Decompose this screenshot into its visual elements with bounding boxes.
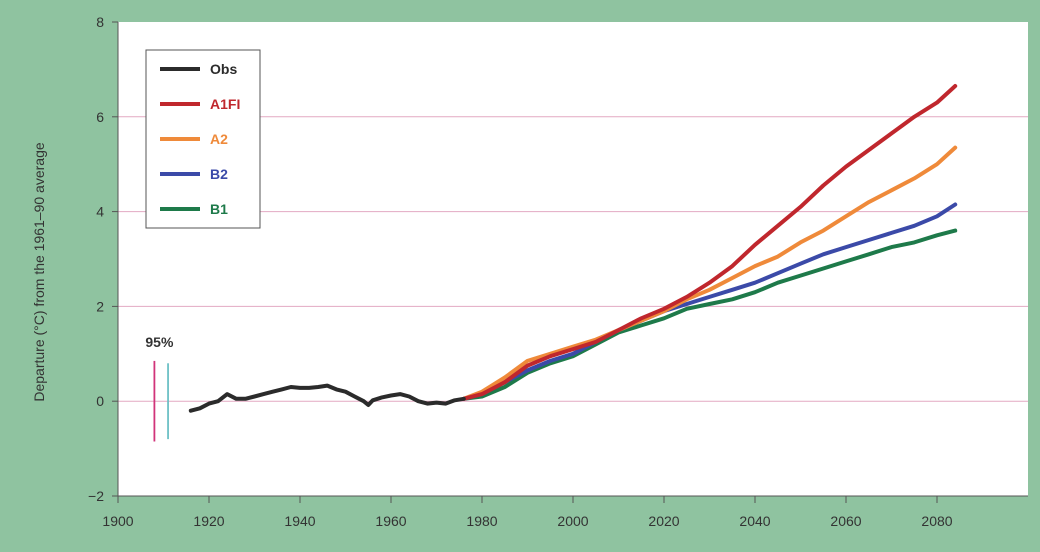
x-tick-label: 2040 — [739, 513, 770, 529]
legend: Obs A1FI A2 B2 B1 — [145, 49, 261, 229]
legend-label: A2 — [210, 131, 228, 147]
series-lines — [188, 84, 958, 413]
x-tick-label: 2020 — [648, 513, 679, 529]
y-axis-title: Departure (°C) from the 1961–90 average — [31, 142, 47, 402]
y-tick-label: −2 — [88, 488, 104, 504]
gridlines — [118, 116, 1028, 402]
series-line-a1fi — [461, 84, 958, 401]
x-tick-label: 2060 — [830, 513, 861, 529]
x-tick-label: 1900 — [102, 513, 133, 529]
series-line-a2 — [461, 145, 958, 401]
ci-label: 95% — [145, 334, 174, 350]
x-tick-label: 1980 — [466, 513, 497, 529]
series-line-b2 — [461, 202, 958, 401]
series-line-obs — [188, 383, 466, 413]
confidence-interval: 95% — [145, 334, 174, 442]
y-tick-label: 6 — [96, 109, 104, 125]
legend-label: Obs — [210, 61, 237, 77]
x-tick-label: 2000 — [557, 513, 588, 529]
plot-area — [118, 22, 1028, 496]
series-line-b1 — [461, 228, 958, 401]
y-tick-label: 2 — [96, 298, 104, 314]
legend-label: B1 — [210, 201, 228, 217]
y-tick-label: 8 — [96, 14, 104, 30]
y-tick-label: 4 — [96, 204, 104, 220]
x-tick-label: 2080 — [921, 513, 952, 529]
legend-label: A1FI — [210, 96, 240, 112]
x-tick-label: 1960 — [375, 513, 406, 529]
x-tick-label: 1920 — [193, 513, 224, 529]
legend-label: B2 — [210, 166, 228, 182]
y-tick-label: 0 — [96, 393, 104, 409]
axes: −2 0 2 4 6 8 1900 1920 1940 1960 1980 2000 2020 2040 2… — [88, 14, 1028, 529]
x-tick-label: 1940 — [284, 513, 315, 529]
